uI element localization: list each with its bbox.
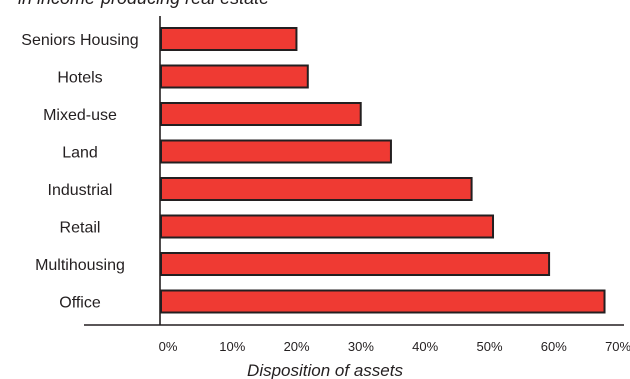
x-tick-label: 0% [159, 339, 178, 354]
category-label: Hotels [57, 70, 102, 87]
x-tick-label: 40% [412, 339, 438, 354]
bar [160, 139, 392, 164]
x-axis-title: Disposition of assets [247, 361, 403, 379]
x-tick-label: 60% [541, 339, 567, 354]
bar [160, 102, 362, 126]
bar [160, 177, 473, 201]
category-labels: Seniors Housing Hotels Mixed-use Land Indust… [21, 32, 138, 312]
bars-group [160, 27, 606, 314]
x-tick-labels: 0% 10% 20% 30% 40% 50% 60% 70% [159, 339, 630, 354]
bar [160, 252, 551, 276]
x-tick-label: 30% [348, 339, 374, 354]
x-tick-label: 70% [605, 339, 630, 354]
category-label: Land [62, 145, 98, 162]
x-tick-label: 10% [219, 339, 245, 354]
bar [160, 27, 298, 51]
x-tick-label: 20% [284, 339, 310, 354]
category-label: Mixed-use [43, 107, 117, 124]
category-label: Office [59, 295, 101, 312]
category-label: Retail [60, 220, 101, 237]
bar [160, 289, 606, 314]
x-tick-label: 50% [476, 339, 502, 354]
chart-subtitle: in income-producing real estate [18, 0, 269, 8]
bar [160, 214, 495, 239]
bar [160, 64, 309, 89]
category-label: Industrial [48, 182, 113, 199]
category-label: Multihousing [35, 257, 125, 274]
category-label: Seniors Housing [21, 32, 138, 49]
